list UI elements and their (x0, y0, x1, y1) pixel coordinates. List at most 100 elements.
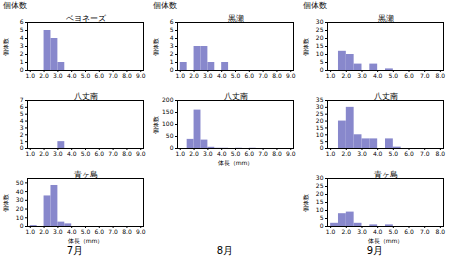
svg-text:35: 35 (316, 96, 324, 103)
svg-text:個体数: 個体数 (152, 38, 159, 56)
svg-text:2.0: 2.0 (39, 150, 49, 157)
svg-text:0: 0 (320, 144, 324, 151)
svg-text:50: 50 (16, 179, 24, 186)
svg-text:2.0: 2.0 (39, 228, 49, 235)
svg-text:200: 200 (162, 96, 174, 103)
svg-text:150: 150 (162, 108, 174, 115)
svg-text:7: 7 (20, 96, 24, 103)
svg-text:2.0: 2.0 (342, 72, 352, 79)
svg-text:4.0: 4.0 (67, 228, 77, 235)
svg-text:1.0: 1.0 (326, 150, 336, 157)
svg-text:6.0: 6.0 (404, 150, 414, 157)
svg-text:3.0: 3.0 (357, 72, 367, 79)
svg-text:15: 15 (316, 42, 324, 49)
svg-text:八丈南: 八丈南 (374, 92, 398, 101)
svg-text:5.0: 5.0 (81, 228, 91, 235)
svg-text:5: 5 (20, 110, 24, 117)
svg-text:25: 25 (316, 26, 324, 33)
svg-text:6.0: 6.0 (245, 150, 255, 157)
svg-text:15: 15 (316, 124, 324, 131)
svg-text:4.0: 4.0 (373, 228, 383, 235)
svg-text:25: 25 (316, 110, 324, 117)
svg-text:体長（mm）: 体長（mm） (68, 237, 104, 245)
svg-text:3.0: 3.0 (53, 228, 63, 235)
svg-text:個体数: 個体数 (152, 116, 159, 134)
svg-text:6.0: 6.0 (245, 72, 255, 79)
svg-text:6.0: 6.0 (95, 72, 105, 79)
svg-text:5: 5 (320, 214, 324, 221)
svg-text:3.0: 3.0 (53, 72, 63, 79)
svg-text:1.0: 1.0 (25, 72, 35, 79)
svg-text:4: 4 (20, 117, 24, 124)
svg-text:個体数: 個体数 (302, 38, 309, 56)
svg-text:1.0: 1.0 (326, 72, 336, 79)
svg-text:3.0: 3.0 (203, 72, 213, 79)
svg-text:25: 25 (316, 182, 324, 189)
svg-text:5.0: 5.0 (231, 72, 241, 79)
svg-text:2: 2 (170, 50, 174, 57)
svg-text:5: 5 (320, 58, 324, 65)
svg-text:3: 3 (170, 42, 174, 49)
svg-text:6: 6 (20, 103, 24, 110)
svg-text:ベヨネーズ: ベヨネーズ (66, 14, 107, 23)
svg-text:8.0: 8.0 (436, 72, 446, 79)
svg-text:5.0: 5.0 (81, 150, 91, 157)
svg-text:1.0: 1.0 (25, 228, 35, 235)
svg-text:8.0: 8.0 (436, 228, 446, 235)
svg-text:1.0: 1.0 (25, 150, 35, 157)
svg-text:7.0: 7.0 (258, 150, 268, 157)
svg-text:黒瀬: 黒瀬 (378, 14, 394, 23)
svg-text:5: 5 (20, 26, 24, 33)
svg-text:八丈南: 八丈南 (74, 92, 98, 101)
svg-text:個体数: 個体数 (2, 38, 9, 56)
svg-text:30: 30 (316, 103, 324, 110)
svg-text:2.0: 2.0 (189, 150, 199, 157)
svg-text:4.0: 4.0 (67, 72, 77, 79)
svg-text:0: 0 (170, 144, 174, 151)
svg-text:2.0: 2.0 (342, 228, 352, 235)
svg-text:6.0: 6.0 (404, 228, 414, 235)
svg-text:8.0: 8.0 (436, 150, 446, 157)
svg-text:0: 0 (170, 66, 174, 73)
svg-text:1.0: 1.0 (175, 72, 185, 79)
svg-text:7.0: 7.0 (420, 150, 430, 157)
svg-text:7.0: 7.0 (108, 150, 118, 157)
svg-text:5: 5 (320, 138, 324, 145)
svg-text:9.0: 9.0 (286, 150, 296, 157)
svg-text:8.0: 8.0 (272, 150, 282, 157)
svg-text:3.0: 3.0 (357, 228, 367, 235)
svg-text:100: 100 (162, 120, 174, 127)
svg-text:20: 20 (16, 205, 24, 212)
svg-text:8.0: 8.0 (122, 72, 132, 79)
svg-text:9.0: 9.0 (136, 150, 146, 157)
svg-text:0: 0 (20, 66, 24, 73)
svg-text:0: 0 (320, 66, 324, 73)
svg-text:3: 3 (20, 42, 24, 49)
svg-text:20: 20 (316, 34, 324, 41)
svg-text:体長（mm）: 体長（mm） (368, 237, 404, 245)
svg-text:10: 10 (316, 131, 324, 138)
svg-text:7.0: 7.0 (420, 72, 430, 79)
svg-text:5.0: 5.0 (81, 72, 91, 79)
svg-text:0: 0 (320, 222, 324, 229)
svg-text:10: 10 (16, 214, 24, 221)
svg-text:1.0: 1.0 (326, 228, 336, 235)
svg-text:10: 10 (316, 50, 324, 57)
svg-text:3.0: 3.0 (203, 150, 213, 157)
svg-text:8.0: 8.0 (122, 228, 132, 235)
svg-text:7.0: 7.0 (108, 228, 118, 235)
svg-text:30: 30 (316, 174, 324, 181)
svg-text:4.0: 4.0 (67, 150, 77, 157)
svg-text:8.0: 8.0 (272, 72, 282, 79)
svg-text:2.0: 2.0 (189, 72, 199, 79)
svg-text:40: 40 (16, 188, 24, 195)
svg-text:2: 2 (20, 50, 24, 57)
svg-text:体長（mm）: 体長（mm） (218, 159, 254, 167)
svg-text:3: 3 (20, 124, 24, 131)
svg-text:1.0: 1.0 (175, 150, 185, 157)
svg-text:6: 6 (170, 18, 174, 25)
svg-text:8.0: 8.0 (122, 150, 132, 157)
svg-text:15: 15 (316, 198, 324, 205)
svg-text:4.0: 4.0 (217, 72, 227, 79)
svg-text:1: 1 (20, 138, 24, 145)
